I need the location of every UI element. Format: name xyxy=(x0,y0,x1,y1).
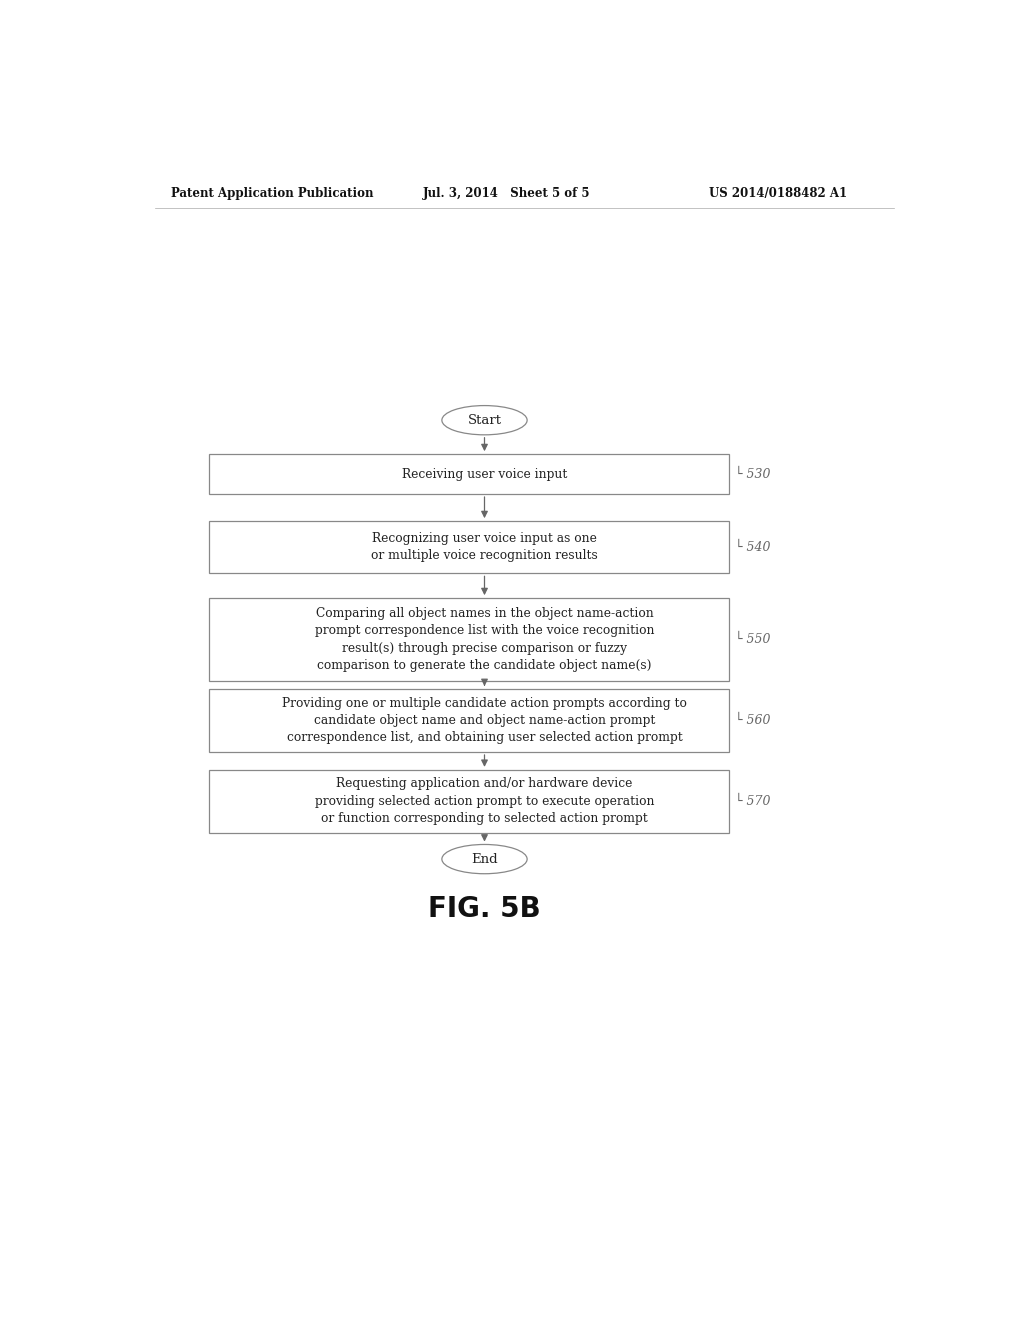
Text: US 2014/0188482 A1: US 2014/0188482 A1 xyxy=(710,186,848,199)
Text: └ 560: └ 560 xyxy=(735,714,770,727)
Text: └ 540: └ 540 xyxy=(735,541,770,554)
Text: Comparing all object names in the object name-action
prompt correspondence list : Comparing all object names in the object… xyxy=(314,607,654,672)
Text: Patent Application Publication: Patent Application Publication xyxy=(171,186,373,199)
Text: Providing one or multiple candidate action prompts according to
candidate object: Providing one or multiple candidate acti… xyxy=(282,697,687,744)
Text: └ 570: └ 570 xyxy=(735,795,770,808)
FancyBboxPatch shape xyxy=(209,521,729,573)
FancyBboxPatch shape xyxy=(209,598,729,681)
Text: └ 550: └ 550 xyxy=(735,634,770,647)
Ellipse shape xyxy=(442,405,527,434)
Text: Receiving user voice input: Receiving user voice input xyxy=(401,467,567,480)
Text: Jul. 3, 2014   Sheet 5 of 5: Jul. 3, 2014 Sheet 5 of 5 xyxy=(423,186,590,199)
Text: Start: Start xyxy=(468,413,502,426)
Text: └ 530: └ 530 xyxy=(735,467,770,480)
Ellipse shape xyxy=(442,845,527,874)
Text: FIG. 5B: FIG. 5B xyxy=(428,895,541,923)
FancyBboxPatch shape xyxy=(209,689,729,752)
Text: Requesting application and/or hardware device
providing selected action prompt t: Requesting application and/or hardware d… xyxy=(314,777,654,825)
Text: End: End xyxy=(471,853,498,866)
FancyBboxPatch shape xyxy=(209,770,729,833)
Text: Recognizing user voice input as one
or multiple voice recognition results: Recognizing user voice input as one or m… xyxy=(371,532,598,562)
FancyBboxPatch shape xyxy=(209,454,729,494)
